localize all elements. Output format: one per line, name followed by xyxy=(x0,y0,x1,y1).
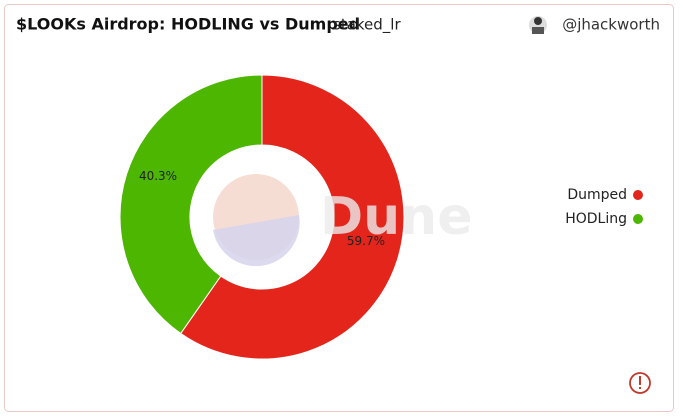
slice-label: 40.3% xyxy=(139,169,177,183)
watermark: Dune xyxy=(320,187,472,247)
author-avatar xyxy=(529,16,547,34)
legend-swatch xyxy=(633,214,643,224)
author[interactable]: @jhackworth xyxy=(562,16,660,34)
legend-label: Dumped xyxy=(567,187,627,203)
slice-labels: 59.7% 40.3% xyxy=(139,169,385,248)
chart-title: $LOOKs Airdrop: HODLING vs Dumped xyxy=(16,15,360,34)
donut xyxy=(119,74,405,360)
chart-subtitle: staked_lr xyxy=(333,16,401,35)
slice-label: 59.7% xyxy=(347,234,385,248)
watermark-logo xyxy=(213,174,300,267)
slice xyxy=(180,74,405,360)
legend-label: HODLing xyxy=(565,211,627,227)
legend: Dumped HODLing xyxy=(565,187,643,227)
legend-swatch xyxy=(633,190,643,200)
slice xyxy=(119,74,263,335)
info-icon[interactable] xyxy=(629,372,651,394)
